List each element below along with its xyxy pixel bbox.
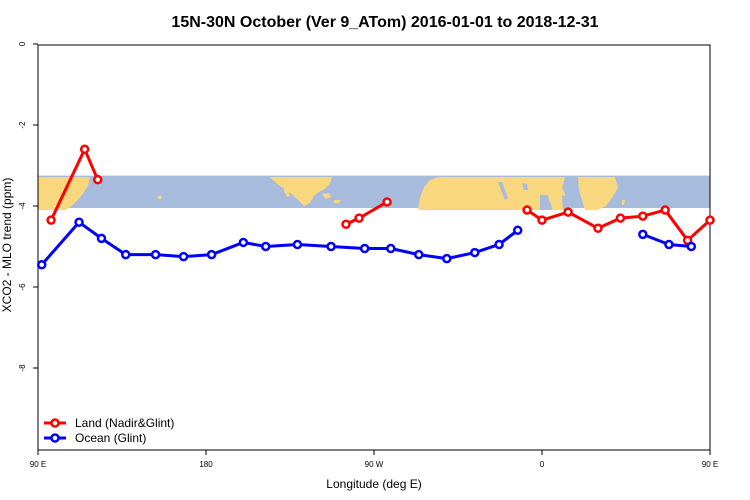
x-tick-label: 90 W [365, 460, 384, 469]
land-data-point [537, 215, 547, 225]
ocean-data-point [442, 253, 452, 264]
land-bay-bengal [562, 195, 570, 210]
land-data-point [593, 223, 603, 234]
ocean-data-point [414, 249, 424, 260]
land-africa-asia [418, 177, 571, 210]
y-axis-label: XCO2 - MLO trend (ppm) [0, 178, 14, 313]
land-caribbean [334, 200, 341, 203]
ocean-data-point [238, 237, 249, 248]
x-tick-label: 90 E [702, 460, 718, 469]
ocean-data-point [150, 249, 161, 260]
chart-title: 15N-30N October (Ver 9_ATom) 2016-01-01 … [171, 14, 598, 31]
y-tick-label: -6 [18, 283, 27, 291]
land-arabia-gulf [522, 183, 528, 190]
y-tick-label: 0 [18, 41, 27, 46]
legend: Land (Nadir&Glint) Ocean (Glint) [44, 416, 174, 445]
x-axis-label: Longitude (deg E) [326, 477, 421, 491]
ocean-data-point [470, 247, 480, 258]
ocean-data-point [386, 243, 396, 254]
land-asia-east-2 [578, 177, 618, 210]
ocean-data-point [260, 241, 271, 252]
ocean-data-point [120, 249, 131, 260]
land-data-point [615, 213, 626, 223]
series-layer [36, 144, 715, 270]
land-data-point [660, 205, 670, 215]
y-axis: 0 -2 -4 -6 -8 [18, 41, 38, 372]
x-tick-label: 90 E [30, 460, 46, 469]
ocean-data-point [664, 239, 674, 250]
legend-ocean-label: Ocean (Glint) [75, 431, 146, 445]
legend-land-marker [50, 418, 60, 428]
land-data-point [638, 211, 648, 221]
land-data-point [705, 215, 715, 225]
x-tick-label: 0 [540, 460, 545, 469]
ocean-data-point [96, 233, 107, 244]
y-tick-label: -8 [18, 364, 27, 372]
ocean-data-point [178, 251, 189, 262]
ocean-data-point [74, 217, 84, 227]
land-india-tip [546, 177, 565, 209]
ocean-data-point [686, 241, 697, 252]
land-data-point [382, 197, 392, 207]
map-band [38, 175, 710, 210]
land-data-point [79, 144, 90, 155]
land-masses [38, 177, 625, 210]
land-data-point [92, 174, 103, 185]
ocean-data-point [292, 239, 303, 250]
land-data-point [522, 205, 532, 215]
ocean-data-point [36, 259, 47, 270]
y-tick-label: -4 [18, 202, 27, 210]
land-data-point [341, 219, 351, 229]
ocean-data-point [512, 225, 523, 236]
y-tick-label: -2 [18, 121, 27, 129]
land-yucatan [322, 193, 331, 199]
land-red-sea [498, 182, 508, 200]
ocean-data-point [326, 241, 336, 252]
land-taiwan [622, 200, 625, 205]
land-data-point [354, 213, 364, 223]
x-tick-label: 180 [199, 460, 213, 469]
legend-ocean-marker [50, 433, 60, 443]
ocean-data-point [494, 239, 504, 250]
ocean-data-point [206, 249, 217, 260]
legend-land-label: Land (Nadir&Glint) [75, 416, 174, 430]
land-baja [283, 186, 290, 197]
ocean-data-point [638, 229, 648, 240]
ocean-series-line [40, 220, 519, 266]
x-axis: 90 E 180 90 W 0 90 E [30, 450, 718, 469]
ocean-data-point [359, 243, 370, 254]
land-north-america [270, 177, 332, 206]
land-data-point [46, 215, 56, 225]
land-data-point [563, 207, 573, 217]
land-hawaii [158, 196, 162, 199]
